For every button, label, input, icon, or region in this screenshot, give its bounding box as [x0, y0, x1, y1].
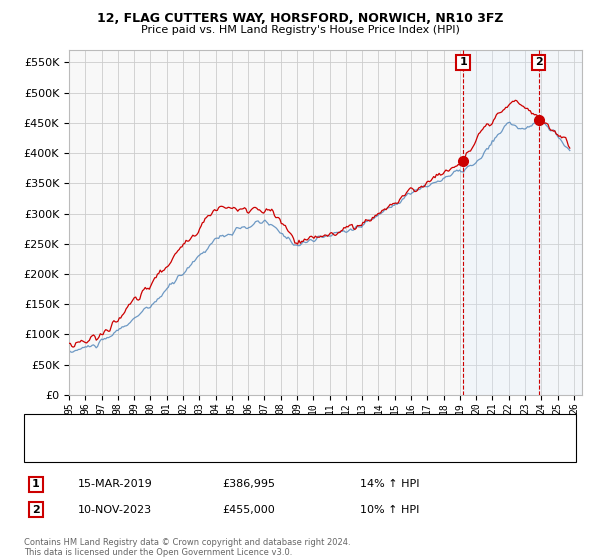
- Text: 1: 1: [459, 58, 467, 67]
- Text: 1: 1: [32, 479, 40, 489]
- Text: £386,995: £386,995: [222, 479, 275, 489]
- Text: 10% ↑ HPI: 10% ↑ HPI: [360, 505, 419, 515]
- Text: 2: 2: [535, 58, 543, 67]
- Text: £455,000: £455,000: [222, 505, 275, 515]
- Text: 2: 2: [32, 505, 40, 515]
- Text: 12, FLAG CUTTERS WAY, HORSFORD, NORWICH, NR10 3FZ: 12, FLAG CUTTERS WAY, HORSFORD, NORWICH,…: [97, 12, 503, 25]
- Text: 15-MAR-2019: 15-MAR-2019: [78, 479, 153, 489]
- Text: 10-NOV-2023: 10-NOV-2023: [78, 505, 152, 515]
- Bar: [539, 50, 582, 395]
- Text: HPI: Average price, detached house, Broadland: HPI: Average price, detached house, Broa…: [84, 444, 330, 454]
- Text: Price paid vs. HM Land Registry's House Price Index (HPI): Price paid vs. HM Land Registry's House …: [140, 25, 460, 35]
- Text: 14% ↑ HPI: 14% ↑ HPI: [360, 479, 419, 489]
- Text: Contains HM Land Registry data © Crown copyright and database right 2024.
This d: Contains HM Land Registry data © Crown c…: [24, 538, 350, 557]
- Bar: [463, 50, 539, 395]
- Text: 12, FLAG CUTTERS WAY, HORSFORD, NORWICH, NR10 3FZ (detached house): 12, FLAG CUTTERS WAY, HORSFORD, NORWICH,…: [84, 423, 483, 433]
